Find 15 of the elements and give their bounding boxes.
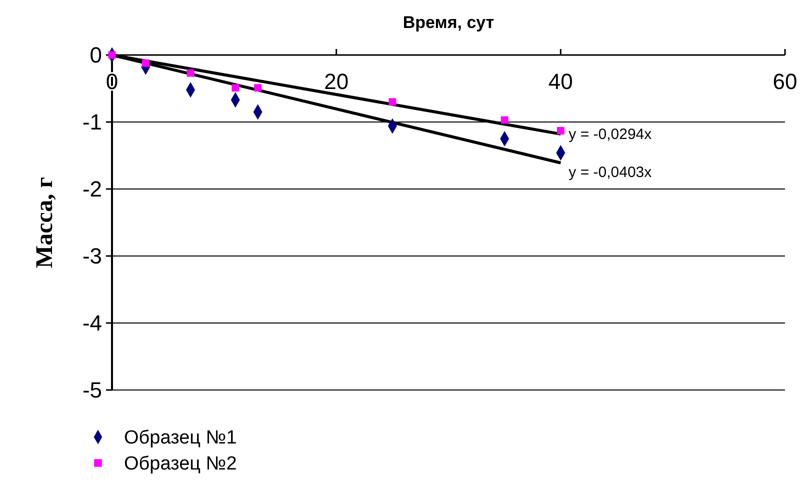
- y-tick-label: -4: [82, 310, 102, 336]
- series-label: y = -0,0403x: [568, 164, 652, 181]
- x-tick-label: 40: [548, 69, 573, 94]
- y-tick-label: -3: [82, 244, 102, 269]
- y-tick-label: -2: [82, 176, 102, 202]
- series-label: y = -0,0294x: [568, 126, 652, 144]
- legend-label: Образец №1: [124, 428, 237, 449]
- y-tick-label: -1: [82, 110, 102, 135]
- y-axis-title: Масса, г: [32, 176, 58, 268]
- y-tick-label: -5: [82, 378, 102, 403]
- x-axis-title: Время, сут: [402, 13, 494, 32]
- y-tick-label: 0: [90, 42, 102, 68]
- x-tick-label: 60: [772, 69, 798, 94]
- legend-label: Образец №2: [124, 454, 237, 475]
- x-tick-label: 20: [324, 69, 349, 94]
